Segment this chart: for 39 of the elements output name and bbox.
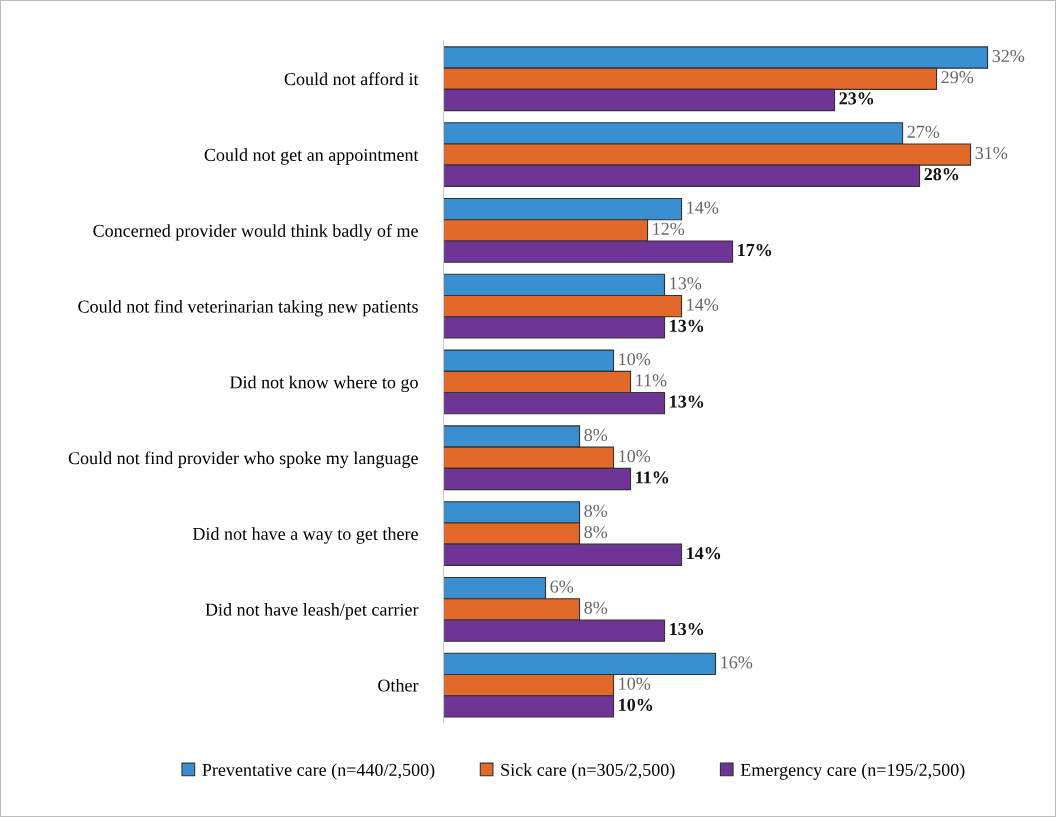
y-tick-label: Other [378, 678, 419, 692]
data-label: 11% [636, 471, 669, 484]
data-label: 14% [687, 298, 719, 311]
y-tick-label: Could not get an appointment [204, 148, 419, 165]
data-label: 17% [738, 243, 772, 257]
data-label: 28% [924, 168, 959, 181]
data-label: 31% [975, 146, 1008, 160]
data-label: 27% [907, 125, 940, 138]
data-label: 13% [670, 622, 704, 636]
y-tick-label: Could not find provider who spoke my language [68, 451, 418, 468]
legend-label: Emergency care (n=195/2,500) [740, 763, 965, 780]
data-label: 6% [550, 580, 574, 593]
y-tick-label: Did not have a way to get there [192, 527, 418, 544]
data-label: 29% [941, 71, 974, 84]
data-label: 8% [584, 428, 608, 442]
y-tick-label: Could not afford it [284, 72, 419, 86]
y-tick-label: Concerned provider would think badly of me [93, 223, 418, 241]
data-label: 8% [584, 504, 608, 517]
y-tick-label: Could not find veterinarian taking new patients [78, 299, 418, 317]
data-label: 10% [619, 677, 651, 690]
data-label: 8% [584, 601, 608, 614]
y-tick-label: Did not have leash/pet carrier [205, 603, 419, 620]
y-tick-label: Did not know where to go [229, 375, 418, 393]
data-label: 13% [670, 395, 704, 408]
data-label: 10% [619, 698, 653, 711]
data-label: 32% [992, 49, 1025, 63]
data-label: 23% [839, 92, 874, 105]
data-label: 10% [619, 450, 651, 463]
data-label: 10% [619, 353, 651, 366]
data-label: 12% [653, 222, 685, 235]
legend-label: Preventative care (n=440/2,500) [202, 763, 435, 780]
data-label: 14% [687, 547, 721, 560]
data-label: 16% [721, 656, 753, 669]
legend-label: Sick care (n=305/2,500) [501, 763, 675, 780]
data-label: 13% [670, 319, 704, 332]
data-label: 11% [636, 374, 667, 387]
data-label: 14% [687, 201, 719, 214]
data-label: 13% [670, 277, 702, 290]
data-label: 8% [584, 525, 608, 539]
